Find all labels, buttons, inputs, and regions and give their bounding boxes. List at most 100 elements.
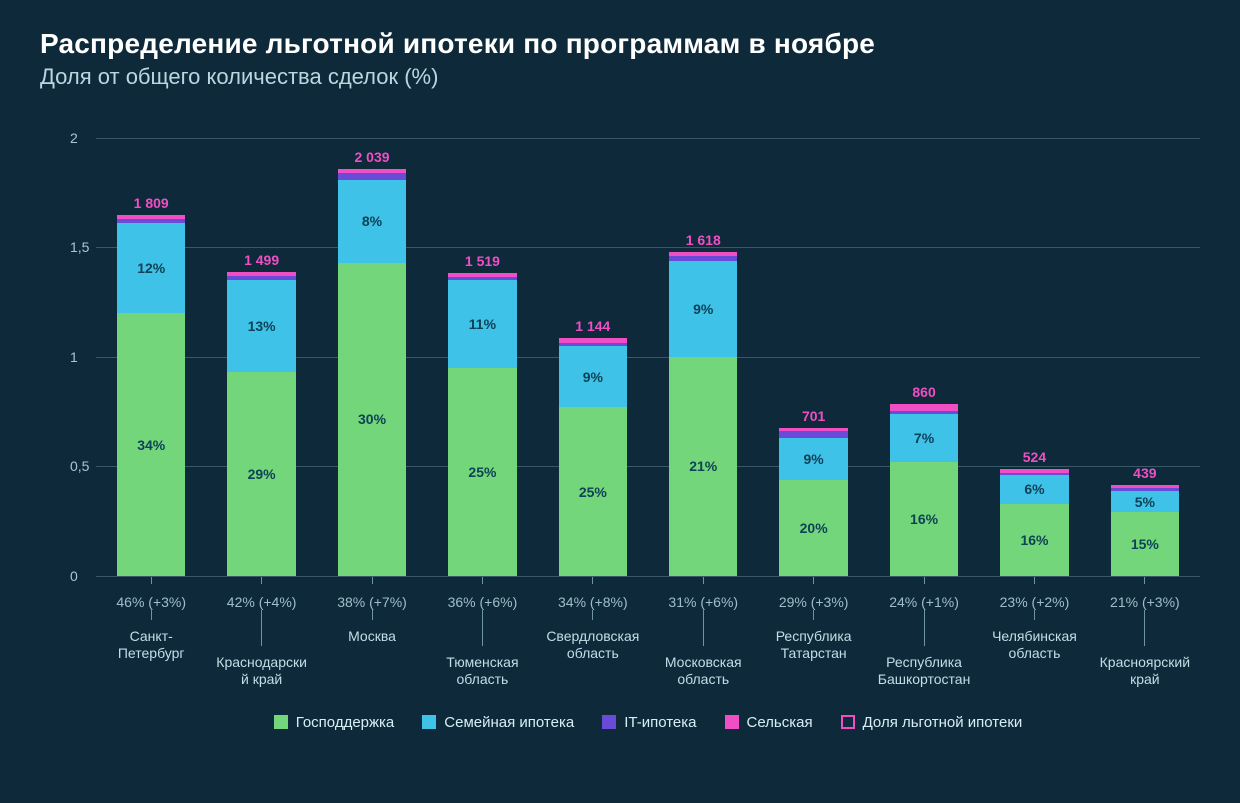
segment-label: 9% (804, 451, 824, 467)
x-region: Республика Татарстан (758, 628, 868, 662)
bar-segment-gov: 29% (227, 372, 295, 576)
x-share: 31% (+6%) (648, 594, 758, 610)
x-region: Свердловская область (538, 628, 648, 662)
bar-total: 1 519 (465, 253, 500, 269)
legend-swatch (841, 715, 855, 729)
legend-item: Сельская (725, 714, 813, 731)
bar-segment-gov: 16% (890, 462, 958, 576)
bar-total: 701 (802, 408, 825, 424)
bar-slot: 16%6%524 (979, 116, 1089, 576)
segment-label: 12% (137, 260, 165, 276)
segment-label: 34% (137, 437, 165, 453)
y-tick: 0,5 (70, 458, 89, 474)
x-slot: 24% (+1%) Республика Башкортостан (869, 576, 979, 688)
segment-label: 13% (248, 318, 276, 334)
y-tick: 2 (70, 130, 78, 146)
bar-segment-gov: 16% (1000, 504, 1068, 576)
x-region: Краснодарский край (206, 654, 316, 688)
bar-stack: 20% 9% (779, 428, 847, 576)
segment-label: 5% (1135, 494, 1155, 510)
legend-item: IT-ипотека (602, 714, 696, 731)
x-region: Московская область (648, 654, 758, 688)
x-slot: 29% (+3%) Республика Татарстан (758, 576, 868, 688)
bar-stack: 21% 9% (669, 252, 737, 576)
legend-item: Семейная ипотека (422, 714, 574, 731)
x-share: 24% (+1%) (869, 594, 979, 610)
bar-stack: 29% 13% (227, 272, 295, 576)
legend-swatch (274, 715, 288, 729)
bar-stack: 30% 8% (338, 169, 406, 576)
bar-total: 2 039 (354, 149, 389, 165)
segment-label: 21% (689, 458, 717, 474)
segment-label: 9% (693, 301, 713, 317)
bar-total: 1 144 (575, 318, 610, 334)
x-region: Москва (317, 628, 427, 645)
bar-total: 439 (1133, 465, 1156, 481)
bar-slot: 29% 13% 1 499 (206, 116, 316, 576)
segment-label: 7% (914, 430, 934, 446)
bar-slot: 16% 7% 860 (869, 116, 979, 576)
bar-segment-gov: 25% (559, 407, 627, 576)
bar-total: 1 809 (134, 195, 169, 211)
y-tick: 0 (70, 568, 78, 584)
bar-stack: 16%6% (1000, 469, 1068, 576)
x-slot: 36% (+6%)Тюменская область (427, 576, 537, 688)
x-region: Санкт-Петербург (96, 628, 206, 662)
bar-slot: 25% 9% 1 144 (538, 116, 648, 576)
segment-label: 9% (583, 369, 603, 385)
x-share: 46% (+3%) (96, 594, 206, 610)
bar-segment-family: 9% (779, 438, 847, 480)
x-share: 34% (+8%) (538, 594, 648, 610)
x-axis: 46% (+3%) Санкт-Петербург 42% (+4%) Краснод… (96, 576, 1200, 688)
bar-segment-family: 7% (890, 414, 958, 462)
legend-label: Господдержка (296, 714, 395, 731)
x-slot: 46% (+3%) Санкт-Петербург (96, 576, 206, 688)
bar-segment-gov: 15% (1111, 512, 1179, 576)
segment-label: 30% (358, 411, 386, 427)
bar-segment-family: 5% (1111, 491, 1179, 513)
x-region: Красноярский край (1090, 654, 1200, 688)
x-region: Республика Башкортостан (869, 654, 979, 688)
bar-segment-family: 11% (448, 280, 516, 368)
legend-swatch (602, 715, 616, 729)
bar-total: 524 (1023, 449, 1046, 465)
bar-segment-family: 12% (117, 223, 185, 313)
bar-segment-family: 9% (559, 346, 627, 407)
x-slot: 31% (+6%) Московская область (648, 576, 758, 688)
bar-slot: 21%9%1 618 (648, 116, 758, 576)
segment-label: 16% (910, 511, 938, 527)
legend-label: Сельская (747, 714, 813, 731)
bar-stack: 25% 9% (559, 338, 627, 576)
segment-label: 15% (1131, 536, 1159, 552)
bar-segment-gov: 30% (338, 263, 406, 576)
segment-label: 25% (579, 484, 607, 500)
x-share: 36% (+6%) (427, 594, 537, 610)
bar-segment-family: 13% (227, 280, 295, 372)
bar-total: 1 499 (244, 252, 279, 268)
x-slot: 21% (+3%)Красноярский край (1090, 576, 1200, 688)
segment-label: 8% (362, 213, 382, 229)
chart-subtitle: Доля от общего количества сделок (%) (40, 64, 1200, 90)
bar-slot: 30% 8% 2 039 (317, 116, 427, 576)
bar-slot: 34% 12% 1 809 (96, 116, 206, 576)
bar-slot: 15% 5% 439 (1090, 116, 1200, 576)
bar-slot: 25% 11% 1 519 (427, 116, 537, 576)
legend-label: Доля льготной ипотеки (863, 714, 1023, 731)
segment-label: 25% (468, 464, 496, 480)
legend-item: Доля льготной ипотеки (841, 714, 1023, 731)
chart-title: Распределение льготной ипотеки по програ… (40, 28, 1200, 60)
segment-label: 6% (1024, 481, 1044, 497)
bar-segment-gov: 21% (669, 357, 737, 576)
x-slot: 34% (+8%) Свердловская область (538, 576, 648, 688)
x-slot: 38% (+7%)Москва (317, 576, 427, 688)
bar-stack: 16% 7% (890, 404, 958, 576)
bar-stack: 15% 5% (1111, 485, 1179, 576)
bar-segment-gov: 20% (779, 480, 847, 576)
segment-label: 20% (800, 520, 828, 536)
x-share: 29% (+3%) (758, 594, 868, 610)
grid-line (96, 576, 1200, 577)
y-tick: 1,5 (70, 239, 89, 255)
bar-total: 860 (912, 384, 935, 400)
x-region: Челябинская область (979, 628, 1089, 662)
x-share: 42% (+4%) (206, 594, 316, 610)
